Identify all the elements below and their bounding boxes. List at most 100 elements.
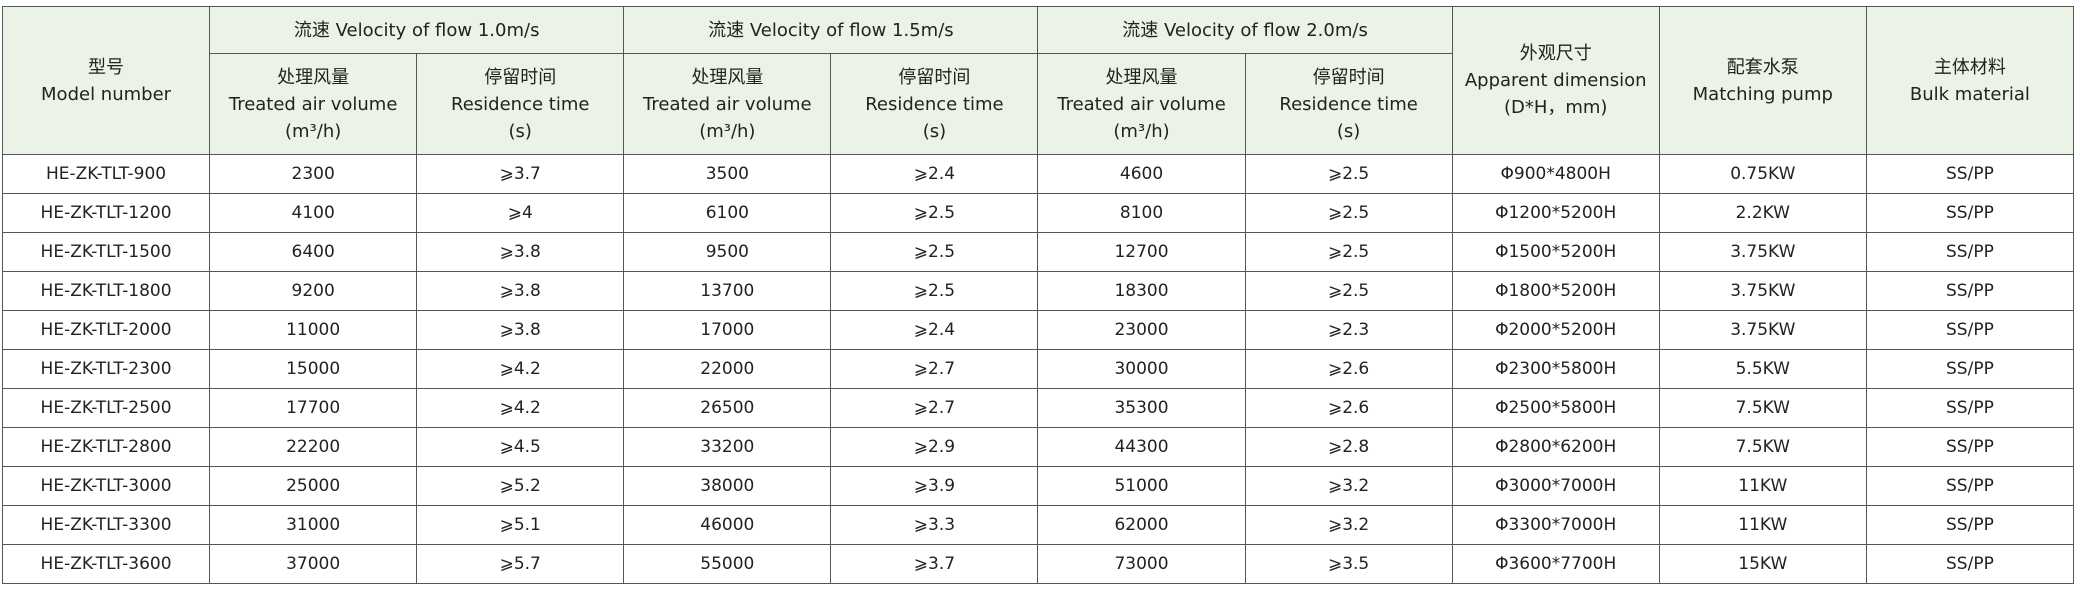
- data-cell: Φ900*4800H: [1451, 154, 1660, 194]
- velocity-group-header: 流速 Velocity of flow 1.0m/s: [209, 6, 625, 54]
- data-row: HE-ZK-TLT-1500 6400 ⩾3.8 9500 ⩾2.5 12700 ⩾2.5 Φ…: [1, 232, 2075, 272]
- column-header: 主体材料 Bulk material: [1865, 6, 2075, 155]
- data-cell: 7.5KW: [1658, 388, 1867, 428]
- data-cell: ⩾3.3: [830, 505, 1039, 545]
- data-cell: SS/PP: [1865, 154, 2075, 194]
- data-cell: ⩾2.7: [830, 349, 1039, 389]
- header-line: (m³/h): [1113, 120, 1170, 142]
- data-cell: 38000: [623, 466, 832, 506]
- header-line: Treated air volume: [643, 93, 812, 115]
- header-line: (s): [922, 120, 947, 142]
- data-cell: 23000: [1037, 310, 1246, 350]
- data-cell: 46000: [623, 505, 832, 545]
- data-cell: 18300: [1037, 271, 1246, 311]
- data-cell: ⩾2.3: [1244, 310, 1453, 350]
- header-line: 停留时间: [898, 66, 971, 88]
- header-line: Residence time: [865, 93, 1004, 115]
- data-row: HE-ZK-TLT-2500 17700 ⩾4.2 26500 ⩾2.7 35300 ⩾2.…: [1, 388, 2075, 428]
- spec-table: 型号 Model number 流速 Velocity of flow 1.0m/s…: [1, 6, 2075, 584]
- data-cell: Φ1800*5200H: [1451, 271, 1660, 311]
- header-line: (D*H，mm): [1503, 97, 1608, 118]
- data-cell: ⩾3.2: [1244, 505, 1453, 545]
- data-cell: ⩾2.5: [1244, 154, 1453, 194]
- data-cell: HE-ZK-TLT-2500: [1, 388, 211, 428]
- data-cell: 5.5KW: [1658, 349, 1867, 389]
- header-line: Treated air volume: [228, 93, 398, 115]
- data-cell: HE-ZK-TLT-3600: [1, 544, 211, 584]
- data-cell: ⩾2.5: [1244, 232, 1453, 272]
- data-cell: 7.5KW: [1658, 427, 1867, 467]
- data-cell: ⩾3.8: [416, 232, 625, 272]
- data-cell: ⩾2.9: [830, 427, 1039, 467]
- data-cell: Φ2300*5800H: [1451, 349, 1660, 389]
- header-row: 型号 Model number 流速 Velocity of flow 1.0m/s…: [1, 6, 2075, 155]
- data-row: HE-ZK-TLT-1200 4100 ⩾4 6100 ⩾2.5 8100 ⩾2.5 Φ120…: [1, 193, 2075, 233]
- data-row: HE-ZK-TLT-3000 25000 ⩾5.2 38000 ⩾3.9 51000 ⩾3.…: [1, 466, 2075, 506]
- header-line: 型号: [88, 56, 125, 78]
- data-cell: 25000: [209, 466, 418, 506]
- page-body: 型号 Model number 流速 Velocity of flow 1.0m/s…: [0, 6, 2076, 600]
- data-cell: 44300: [1037, 427, 1246, 467]
- data-cell: 3500: [623, 154, 832, 194]
- data-cell: Φ3600*7700H: [1451, 544, 1660, 584]
- data-cell: HE-ZK-TLT-1500: [1, 232, 211, 272]
- data-cell: HE-ZK-TLT-3000: [1, 466, 211, 506]
- header-line: (m³/h): [699, 120, 756, 142]
- data-cell: HE-ZK-TLT-2800: [1, 427, 211, 467]
- data-cell: 11KW: [1658, 505, 1867, 545]
- data-cell: SS/PP: [1865, 466, 2075, 506]
- data-row: HE-ZK-TLT-1800 9200 ⩾3.8 13700 ⩾2.5 18300 ⩾2.5…: [1, 271, 2075, 311]
- data-cell: SS/PP: [1865, 505, 2075, 545]
- header-line: (s): [508, 120, 532, 142]
- column-header: 外观尺寸 Apparent dimension (D*H，mm): [1451, 6, 1660, 155]
- data-cell: 26500: [623, 388, 832, 428]
- header-line: 处理风量: [1105, 66, 1178, 88]
- data-cell: 9200: [209, 271, 418, 311]
- data-cell: 30000: [1037, 349, 1246, 389]
- data-cell: HE-ZK-TLT-900: [1, 154, 211, 194]
- data-cell: ⩾3.7: [416, 154, 625, 194]
- data-cell: ⩾2.5: [830, 271, 1039, 311]
- data-cell: SS/PP: [1865, 544, 2075, 584]
- header-line: (s): [1336, 120, 1361, 142]
- header-line: Treated air volume: [1057, 93, 1226, 115]
- data-cell: 3.75KW: [1658, 232, 1867, 272]
- data-cell: 11000: [209, 310, 418, 350]
- data-cell: ⩾5.2: [416, 466, 625, 506]
- data-cell: ⩾2.8: [1244, 427, 1453, 467]
- data-cell: Φ2800*6200H: [1451, 427, 1660, 467]
- data-cell: ⩾4: [416, 193, 625, 233]
- data-cell: 2.2KW: [1658, 193, 1867, 233]
- data-row: HE-ZK-TLT-2300 15000 ⩾4.2 22000 ⩾2.7 30000 ⩾2.…: [1, 349, 2075, 389]
- data-cell: Φ2500*5800H: [1451, 388, 1660, 428]
- data-cell: ⩾3.8: [416, 271, 625, 311]
- data-cell: Φ1500*5200H: [1451, 232, 1660, 272]
- data-cell: HE-ZK-TLT-3300: [1, 505, 211, 545]
- data-cell: SS/PP: [1865, 427, 2075, 467]
- data-cell: ⩾2.4: [830, 310, 1039, 350]
- column-header: 停留时间 Residence time (s): [830, 53, 1039, 155]
- data-cell: ⩾2.7: [830, 388, 1039, 428]
- data-cell: ⩾3.7: [830, 544, 1039, 584]
- data-cell: 17000: [623, 310, 832, 350]
- column-header: 处理风量 Treated air volume (m³/h): [209, 53, 418, 155]
- data-cell: ⩾3.9: [830, 466, 1039, 506]
- data-cell: 6400: [209, 232, 418, 272]
- column-header: 停留时间 Residence time (s): [1244, 53, 1453, 155]
- data-cell: HE-ZK-TLT-1800: [1, 271, 211, 311]
- data-cell: 3.75KW: [1658, 310, 1867, 350]
- column-header: 配套水泵 Matching pump: [1658, 6, 1867, 155]
- data-cell: 13700: [623, 271, 832, 311]
- data-cell: 15000: [209, 349, 418, 389]
- data-cell: ⩾3.5: [1244, 544, 1453, 584]
- data-cell: 31000: [209, 505, 418, 545]
- data-cell: 9500: [623, 232, 832, 272]
- data-row: HE-ZK-TLT-2000 11000 ⩾3.8 17000 ⩾2.4 23000 ⩾2.…: [1, 310, 2075, 350]
- header-row: 处理风量 Treated air volume (m³/h) 停留时间 Residenc…: [3, 53, 2074, 155]
- data-cell: 4600: [1037, 154, 1246, 194]
- data-cell: Φ2000*5200H: [1451, 310, 1660, 350]
- data-cell: 73000: [1037, 544, 1246, 584]
- data-cell: 17700: [209, 388, 418, 428]
- data-cell: 51000: [1037, 466, 1246, 506]
